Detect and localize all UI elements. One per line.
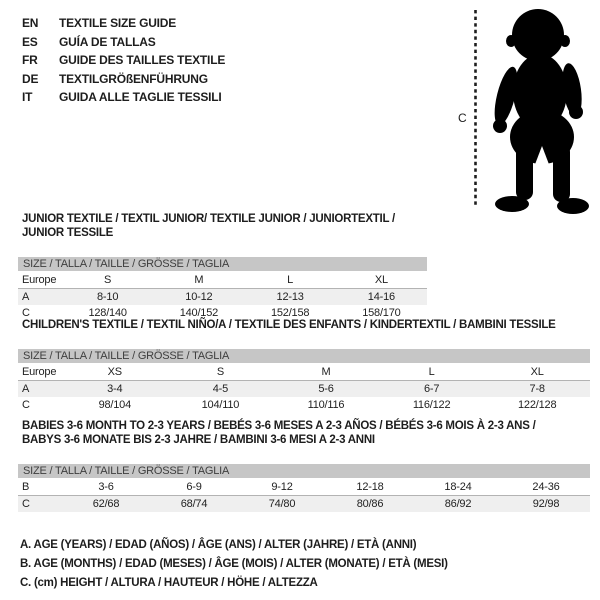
language-code: FR bbox=[22, 53, 38, 67]
legend-notes: A. AGE (YEARS) / EDAD (AÑOS) / ÂGE (ANS)… bbox=[20, 536, 448, 593]
table-row: A 3-4 4-5 5-6 6-7 7-8 bbox=[18, 381, 590, 397]
size-cell: 3-6 bbox=[98, 481, 114, 493]
note-age-years: A. AGE (YEARS) / EDAD (AÑOS) / ÂGE (ANS)… bbox=[20, 539, 417, 551]
size-cell: 104/110 bbox=[201, 399, 240, 411]
language-row-it: IT GUIDA ALLE TAGLIE TESSILI bbox=[22, 88, 225, 107]
language-label: TEXTILE SIZE GUIDE bbox=[59, 16, 177, 30]
childrens-textile-table: CHILDREN'S TEXTILE / TEXTIL NIÑO/A / TEX… bbox=[18, 318, 590, 413]
size-cell: 122/128 bbox=[518, 399, 557, 411]
size-header-bar: SIZE / TALLA / TAILLE / GRÖSSE / TAGLIA bbox=[18, 464, 590, 478]
language-row-es: ES GUÍA DE TALLAS bbox=[22, 33, 225, 52]
language-row-fr: FR GUIDE DES TAILLES TEXTILE bbox=[22, 51, 225, 70]
language-label: GUIDE DES TAILLES TEXTILE bbox=[59, 53, 226, 67]
baby-figure: C bbox=[458, 9, 589, 214]
size-cell: M bbox=[321, 366, 331, 378]
table-title: BABIES 3-6 MONTH TO 2-3 YEARS / BEBÉS 3-… bbox=[22, 420, 536, 446]
babies-textile-table: BABIES 3-6 MONTH TO 2-3 YEARS / BEBÉS 3-… bbox=[18, 419, 590, 512]
size-cell: 12-13 bbox=[276, 291, 304, 303]
size-cell: 6-9 bbox=[186, 481, 202, 493]
language-code: DE bbox=[22, 71, 39, 86]
size-cell: 18-24 bbox=[444, 481, 472, 493]
table-row: B 3-6 6-9 9-12 12-18 18-24 24-36 bbox=[18, 479, 590, 496]
size-cell: L bbox=[428, 366, 435, 378]
size-cell: 74/80 bbox=[268, 498, 296, 510]
size-cell: 6-7 bbox=[423, 383, 440, 395]
size-cell: XS bbox=[107, 366, 122, 378]
size-cell: 68/74 bbox=[180, 498, 208, 510]
size-cell: 8-10 bbox=[97, 291, 119, 303]
size-cell: 10-12 bbox=[185, 291, 213, 303]
baby-silhouette-icon bbox=[493, 9, 589, 214]
size-cell: 80/86 bbox=[356, 498, 384, 510]
size-cell: 7-8 bbox=[529, 383, 546, 395]
table-rows: Europe S M L XL A 8-10 10-12 12-13 14-16 C 128/140 1… bbox=[18, 272, 427, 321]
size-cell: 140/152 bbox=[179, 307, 219, 319]
table-title: CHILDREN'S TEXTILE / TEXTIL NIÑO/A / TEX… bbox=[22, 319, 556, 331]
table-title: JUNIOR TEXTILE / TEXTIL JUNIOR/ TEXTILE … bbox=[22, 213, 395, 239]
language-code: IT bbox=[22, 90, 33, 104]
language-code: ES bbox=[22, 34, 38, 49]
size-header-bar: SIZE / TALLA / TAILLE / GRÖSSE / TAGLIA bbox=[18, 257, 427, 271]
size-cell: 24-36 bbox=[532, 481, 560, 493]
size-cell: 92/98 bbox=[532, 498, 560, 510]
size-header-bar: SIZE / TALLA / TAILLE / GRÖSSE / TAGLIA bbox=[18, 349, 590, 363]
table-row: C 62/68 68/74 74/80 80/86 86/92 92/98 bbox=[18, 496, 590, 512]
size-cell: M bbox=[194, 274, 204, 286]
size-cell: S bbox=[216, 366, 224, 378]
size-cell: S bbox=[104, 274, 112, 286]
size-cell: 86/92 bbox=[444, 498, 472, 510]
language-code: EN bbox=[22, 16, 39, 30]
size-cell: 158/170 bbox=[362, 307, 401, 319]
size-cell: 14-16 bbox=[367, 291, 395, 303]
language-label: GUÍA DE TALLAS bbox=[59, 34, 156, 49]
row-label: B bbox=[22, 481, 30, 493]
size-cell: 152/158 bbox=[270, 307, 310, 319]
table-row: Europe XS S M L XL bbox=[18, 364, 590, 381]
size-cell: 9-12 bbox=[271, 481, 293, 493]
table-rows: Europe XS S M L XL A 3-4 4-5 5-6 6-7 7-8 C 98/104 104/… bbox=[18, 364, 590, 413]
row-label: Europe bbox=[22, 274, 57, 286]
size-cell: 116/122 bbox=[412, 399, 451, 411]
junior-textile-table: JUNIOR TEXTILE / TEXTIL JUNIOR/ TEXTILE … bbox=[18, 212, 427, 321]
language-row-de: DE TEXTILGRÖßENFÜHRUNG bbox=[22, 70, 225, 89]
language-label: GUIDA ALLE TAGLIE TESSILI bbox=[59, 90, 222, 104]
table-row: Europe S M L XL bbox=[18, 272, 427, 289]
size-cell: 110/116 bbox=[307, 399, 345, 411]
row-label: A bbox=[22, 383, 30, 395]
size-cell: L bbox=[287, 274, 294, 286]
table-row: A 8-10 10-12 12-13 14-16 bbox=[18, 289, 427, 305]
size-cell: 3-4 bbox=[107, 383, 123, 395]
language-list: EN TEXTILE SIZE GUIDE ES GUÍA DE TALLAS … bbox=[22, 14, 225, 107]
note-height: C. (cm) HEIGHT / ALTURA / HAUTEUR / HÖHE… bbox=[20, 577, 318, 589]
size-cell: 5-6 bbox=[318, 383, 334, 395]
language-label: TEXTILGRÖßENFÜHRUNG bbox=[59, 71, 208, 86]
size-cell: 128/140 bbox=[88, 307, 127, 319]
language-row-en: EN TEXTILE SIZE GUIDE bbox=[22, 14, 225, 33]
height-measure-label: C bbox=[458, 111, 467, 125]
size-cell: 12-18 bbox=[356, 481, 384, 493]
size-cell: XL bbox=[530, 366, 544, 378]
size-cell: XL bbox=[374, 274, 388, 286]
note-age-months: B. AGE (MONTHS) / EDAD (MESES) / ÂGE (MO… bbox=[20, 558, 448, 570]
row-label: A bbox=[22, 291, 30, 303]
table-row: C 128/140 140/152 152/158 158/170 bbox=[18, 305, 427, 321]
size-cell: 62/68 bbox=[92, 498, 120, 510]
table-rows: B 3-6 6-9 9-12 12-18 18-24 24-36 C 62/68 68/74 74/… bbox=[18, 479, 590, 512]
size-cell: 98/104 bbox=[98, 399, 132, 411]
row-label: Europe bbox=[22, 366, 57, 378]
table-row: C 98/104 104/110 110/116 116/122 122/128 bbox=[18, 397, 590, 413]
size-cell: 4-5 bbox=[212, 383, 229, 395]
row-label: C bbox=[22, 307, 30, 319]
row-label: C bbox=[22, 399, 30, 411]
row-label: C bbox=[22, 498, 30, 510]
